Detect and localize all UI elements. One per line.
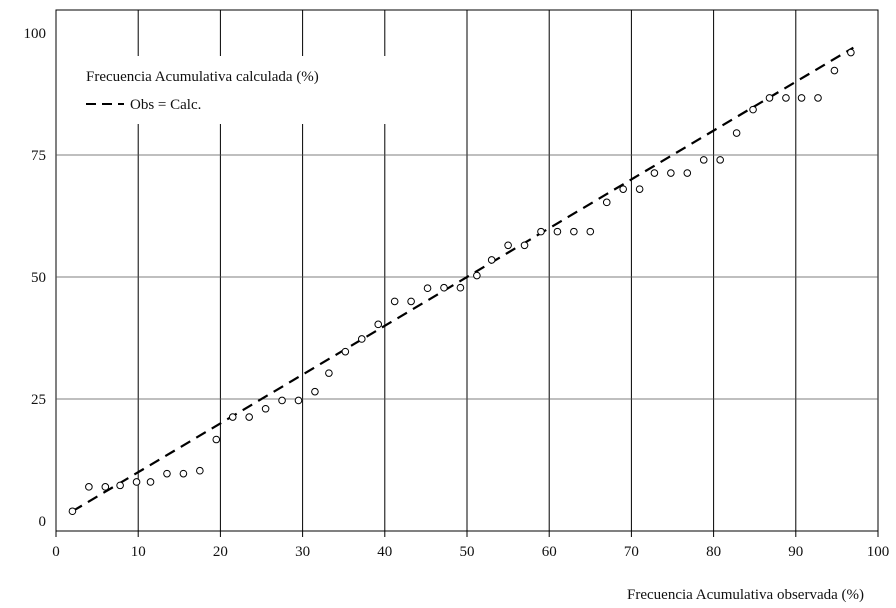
- data-point: [196, 466, 204, 475]
- data-point: [487, 256, 496, 264]
- data-point: [537, 227, 545, 236]
- data-point: [294, 396, 303, 405]
- data-point: [667, 169, 675, 177]
- data-point: [440, 283, 448, 292]
- data-point: [163, 469, 171, 478]
- y-tick-label-25: 25: [31, 392, 46, 408]
- x-tick-label-70: 70: [624, 544, 639, 560]
- data-point: [716, 156, 724, 164]
- data-point: [520, 241, 529, 250]
- data-point: [85, 483, 93, 491]
- data-point: [179, 469, 188, 478]
- data-point: [830, 66, 839, 75]
- legend-label-calculated: Frecuencia Acumulativa calculada (%): [86, 69, 319, 85]
- reference-line: [71, 46, 854, 513]
- data-point: [212, 435, 221, 444]
- data-point: [586, 227, 595, 236]
- data-point: [602, 198, 611, 207]
- data-point: [101, 483, 110, 491]
- data-point: [146, 478, 155, 486]
- data-point: [325, 369, 333, 377]
- x-tick-label-0: 0: [52, 544, 60, 560]
- y-tick-label-75: 75: [31, 148, 46, 164]
- data-point: [390, 297, 399, 306]
- data-point: [132, 478, 141, 486]
- x-tick-label-20: 20: [213, 544, 228, 560]
- x-tick-label-40: 40: [377, 544, 392, 560]
- legend-box: [76, 56, 414, 124]
- x-tick-label-90: 90: [788, 544, 803, 560]
- y-tick-label-0: 0: [39, 514, 47, 530]
- x-axis-label: Frecuencia Acumulativa observada (%): [627, 587, 864, 603]
- data-point: [407, 297, 415, 306]
- data-point: [699, 156, 708, 164]
- legend-label-obs-calc: Obs = Calc.: [130, 97, 201, 113]
- obs-calc-dashed-line: [71, 46, 854, 513]
- x-tick-label-10: 10: [131, 544, 146, 560]
- data-point: [553, 227, 562, 236]
- data-point: [797, 94, 806, 102]
- data-point: [357, 335, 366, 343]
- data-point: [847, 48, 855, 57]
- y-tick-label-100: 100: [24, 26, 47, 42]
- data-point: [782, 94, 790, 102]
- data-point: [749, 105, 757, 114]
- data-point: [341, 347, 350, 356]
- x-axis-ticks: 0 10 20 30 40 50 60 70 80 90 100: [52, 531, 889, 560]
- data-point: [423, 284, 432, 293]
- data-point: [311, 387, 319, 396]
- data-point: [765, 94, 774, 102]
- data-point: [228, 413, 237, 421]
- data-point: [619, 185, 627, 193]
- data-point: [814, 94, 822, 102]
- data-point: [261, 404, 270, 413]
- data-point: [650, 169, 659, 177]
- data-point: [635, 185, 644, 193]
- x-tick-label-30: 30: [295, 544, 310, 560]
- data-point: [116, 481, 124, 490]
- data-point: [374, 320, 383, 329]
- x-tick-label-50: 50: [460, 544, 475, 560]
- x-tick-label-60: 60: [542, 544, 557, 560]
- data-point: [278, 396, 286, 405]
- data-point: [68, 507, 77, 516]
- data-point: [456, 283, 465, 292]
- data-point: [570, 227, 578, 236]
- x-tick-label-100: 100: [867, 544, 890, 560]
- data-point: [504, 241, 512, 250]
- y-axis-ticks: 0 25 50 75 100: [24, 26, 47, 530]
- data-points: [68, 48, 855, 516]
- data-point: [473, 271, 481, 280]
- data-point: [245, 413, 253, 421]
- y-tick-label-50: 50: [31, 270, 46, 286]
- data-point: [683, 169, 692, 177]
- legend: Frecuencia Acumulativa calculada (%) Obs…: [76, 56, 414, 124]
- data-point: [732, 129, 741, 137]
- x-tick-label-80: 80: [706, 544, 721, 560]
